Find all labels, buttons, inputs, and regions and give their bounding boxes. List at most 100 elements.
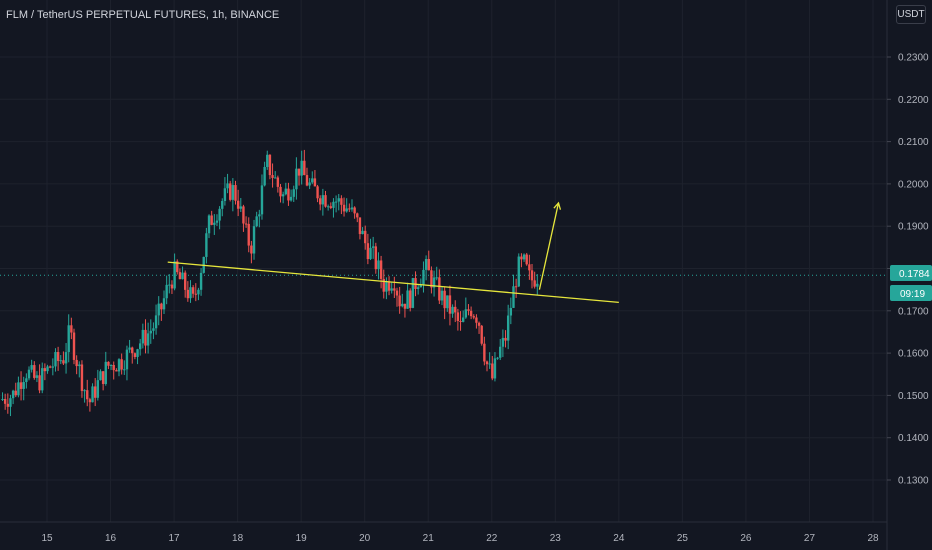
- candle-body[interactable]: [414, 278, 417, 289]
- trendline[interactable]: [167, 261, 619, 303]
- candle-body[interactable]: [176, 261, 179, 273]
- candle-body[interactable]: [88, 399, 92, 403]
- candle-body[interactable]: [136, 349, 139, 357]
- candle-body[interactable]: [305, 175, 309, 186]
- candle-body[interactable]: [189, 287, 192, 299]
- candle-body[interactable]: [446, 295, 449, 309]
- candle-body[interactable]: [101, 371, 105, 384]
- candle-body[interactable]: [326, 206, 330, 208]
- candle-body[interactable]: [438, 277, 441, 301]
- candle-body[interactable]: [461, 317, 465, 322]
- candle-body[interactable]: [522, 254, 526, 260]
- candle-body[interactable]: [252, 226, 256, 254]
- candle-body[interactable]: [226, 183, 229, 189]
- candle-body[interactable]: [123, 369, 126, 371]
- arrow-line[interactable]: [538, 202, 560, 290]
- candle-body[interactable]: [221, 201, 224, 209]
- candle-body[interactable]: [263, 166, 266, 186]
- candle-body[interactable]: [345, 208, 348, 212]
- candle-body[interactable]: [403, 303, 407, 309]
- candle-body[interactable]: [361, 230, 364, 235]
- candle-body[interactable]: [514, 286, 518, 288]
- candle-body[interactable]: [144, 329, 147, 346]
- candle-body[interactable]: [499, 346, 502, 358]
- candle-body[interactable]: [22, 382, 25, 389]
- candle-body[interactable]: [14, 390, 17, 396]
- candle-body[interactable]: [99, 371, 102, 381]
- candle-body[interactable]: [313, 178, 317, 187]
- candle-body[interactable]: [319, 198, 322, 205]
- candle-body[interactable]: [117, 359, 121, 372]
- candle-body[interactable]: [308, 182, 311, 186]
- candle-body[interactable]: [448, 295, 452, 314]
- candle-body[interactable]: [255, 216, 258, 227]
- candle-body[interactable]: [512, 286, 515, 308]
- candle-body[interactable]: [234, 185, 237, 201]
- candle-body[interactable]: [501, 337, 505, 347]
- candle-body[interactable]: [197, 289, 200, 295]
- candle-body[interactable]: [382, 278, 385, 292]
- candle-body[interactable]: [469, 310, 473, 317]
- candle-body[interactable]: [390, 288, 393, 291]
- candle-body[interactable]: [152, 328, 155, 331]
- candle-body[interactable]: [274, 177, 277, 179]
- candle-body[interactable]: [67, 325, 70, 353]
- candle-body[interactable]: [271, 175, 274, 178]
- candle-body[interactable]: [93, 386, 97, 398]
- candle-body[interactable]: [496, 357, 499, 359]
- candle-body[interactable]: [292, 189, 295, 197]
- candle-body[interactable]: [268, 154, 272, 176]
- candle-body[interactable]: [194, 293, 197, 295]
- candle-body[interactable]: [107, 361, 110, 366]
- candle-body[interactable]: [247, 223, 250, 246]
- candle-body[interactable]: [9, 398, 12, 407]
- candle-body[interactable]: [520, 256, 523, 260]
- candle-body[interactable]: [504, 337, 507, 341]
- candle-body[interactable]: [104, 361, 107, 384]
- candle-body[interactable]: [395, 290, 399, 296]
- candle-body[interactable]: [125, 349, 129, 370]
- candle-body[interactable]: [80, 364, 84, 391]
- candle-body[interactable]: [59, 360, 62, 362]
- candle-body[interactable]: [374, 246, 378, 270]
- candle-body[interactable]: [506, 315, 510, 341]
- candle-body[interactable]: [115, 370, 118, 372]
- candle-body[interactable]: [11, 390, 15, 399]
- candle-body[interactable]: [528, 264, 531, 271]
- candle-body[interactable]: [191, 287, 195, 294]
- candle-body[interactable]: [303, 160, 306, 176]
- candle-body[interactable]: [287, 188, 290, 201]
- candle-body[interactable]: [493, 358, 497, 379]
- candle-body[interactable]: [213, 222, 216, 225]
- candle-body[interactable]: [91, 386, 94, 403]
- candle-body[interactable]: [525, 254, 528, 265]
- candle-body[interactable]: [337, 198, 340, 202]
- candle-body[interactable]: [387, 281, 391, 291]
- candle-body[interactable]: [369, 247, 372, 260]
- candle-body[interactable]: [371, 246, 375, 248]
- candle-body[interactable]: [109, 365, 113, 367]
- candle-body[interactable]: [56, 352, 60, 361]
- candle-body[interactable]: [183, 272, 187, 290]
- candle-body[interactable]: [536, 283, 539, 287]
- candle-body[interactable]: [472, 316, 475, 318]
- candle-body[interactable]: [236, 200, 240, 209]
- candle-body[interactable]: [485, 361, 489, 365]
- candle-body[interactable]: [242, 206, 245, 224]
- candle-body[interactable]: [398, 295, 401, 307]
- candle-body[interactable]: [311, 178, 314, 183]
- candle-body[interactable]: [215, 220, 219, 223]
- candle-body[interactable]: [488, 363, 491, 365]
- candle-body[interactable]: [54, 352, 57, 367]
- candle-body[interactable]: [401, 303, 404, 307]
- candle-body[interactable]: [467, 309, 470, 311]
- candle-body[interactable]: [35, 375, 39, 378]
- candle-body[interactable]: [266, 154, 269, 167]
- candle-body[interactable]: [146, 333, 150, 346]
- candle-body[interactable]: [517, 256, 520, 287]
- candle-body[interactable]: [451, 306, 454, 314]
- candle-body[interactable]: [416, 287, 420, 289]
- candle-body[interactable]: [41, 368, 44, 391]
- candle-body[interactable]: [435, 277, 438, 279]
- candle-body[interactable]: [419, 284, 423, 288]
